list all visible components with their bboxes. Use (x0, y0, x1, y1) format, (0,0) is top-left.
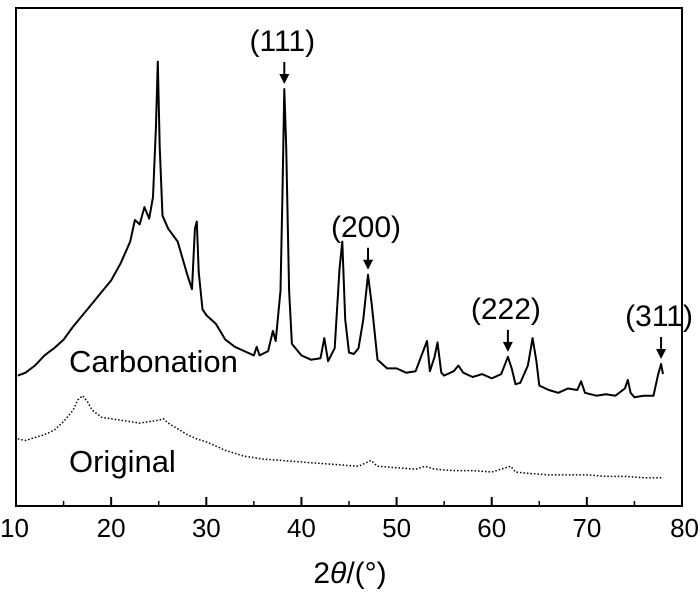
x-axis-ticks (15, 497, 683, 506)
x-axis-label: 2θ/(°) (313, 557, 386, 590)
x-axis-label-symbol: θ (330, 557, 347, 590)
series-label-original: Original (69, 444, 176, 479)
plot-area (15, 7, 683, 507)
series-label-carbonation: Carbonation (69, 344, 238, 379)
x-tick-label-30: 30 (192, 513, 221, 543)
x-axis-tick-labels: 10 20 30 40 50 60 70 80 (0, 513, 699, 543)
annotation-label: (222) (471, 293, 541, 326)
annotation-label: (111) (250, 25, 316, 58)
x-axis-label-suffix: /(°) (346, 557, 386, 590)
annotation-arrow-head (363, 259, 374, 270)
x-tick-label-80: 80 (670, 513, 699, 543)
annotation-arrow-head (502, 341, 513, 352)
plot-border (15, 7, 683, 507)
x-tick-label-70: 70 (572, 513, 601, 543)
x-tick-label-20: 20 (97, 513, 126, 543)
x-tick-label-60: 60 (477, 513, 506, 543)
annotation-label: (200) (331, 211, 401, 244)
annotation-label: (311) (625, 300, 693, 333)
x-tick-label-50: 50 (382, 513, 411, 543)
series-line-original (17, 394, 663, 479)
series-line-carbonation (17, 60, 664, 399)
series-lines (17, 60, 664, 479)
annotation-arrow-head (279, 74, 290, 84)
x-axis-label-prefix: 2 (313, 557, 330, 590)
x-tick-label-10: 10 (0, 513, 29, 543)
annotation-arrow-head (656, 349, 667, 360)
x-tick-label-40: 40 (287, 513, 316, 543)
peak-annotations: (111) (200) (222) (311) (250, 25, 693, 360)
